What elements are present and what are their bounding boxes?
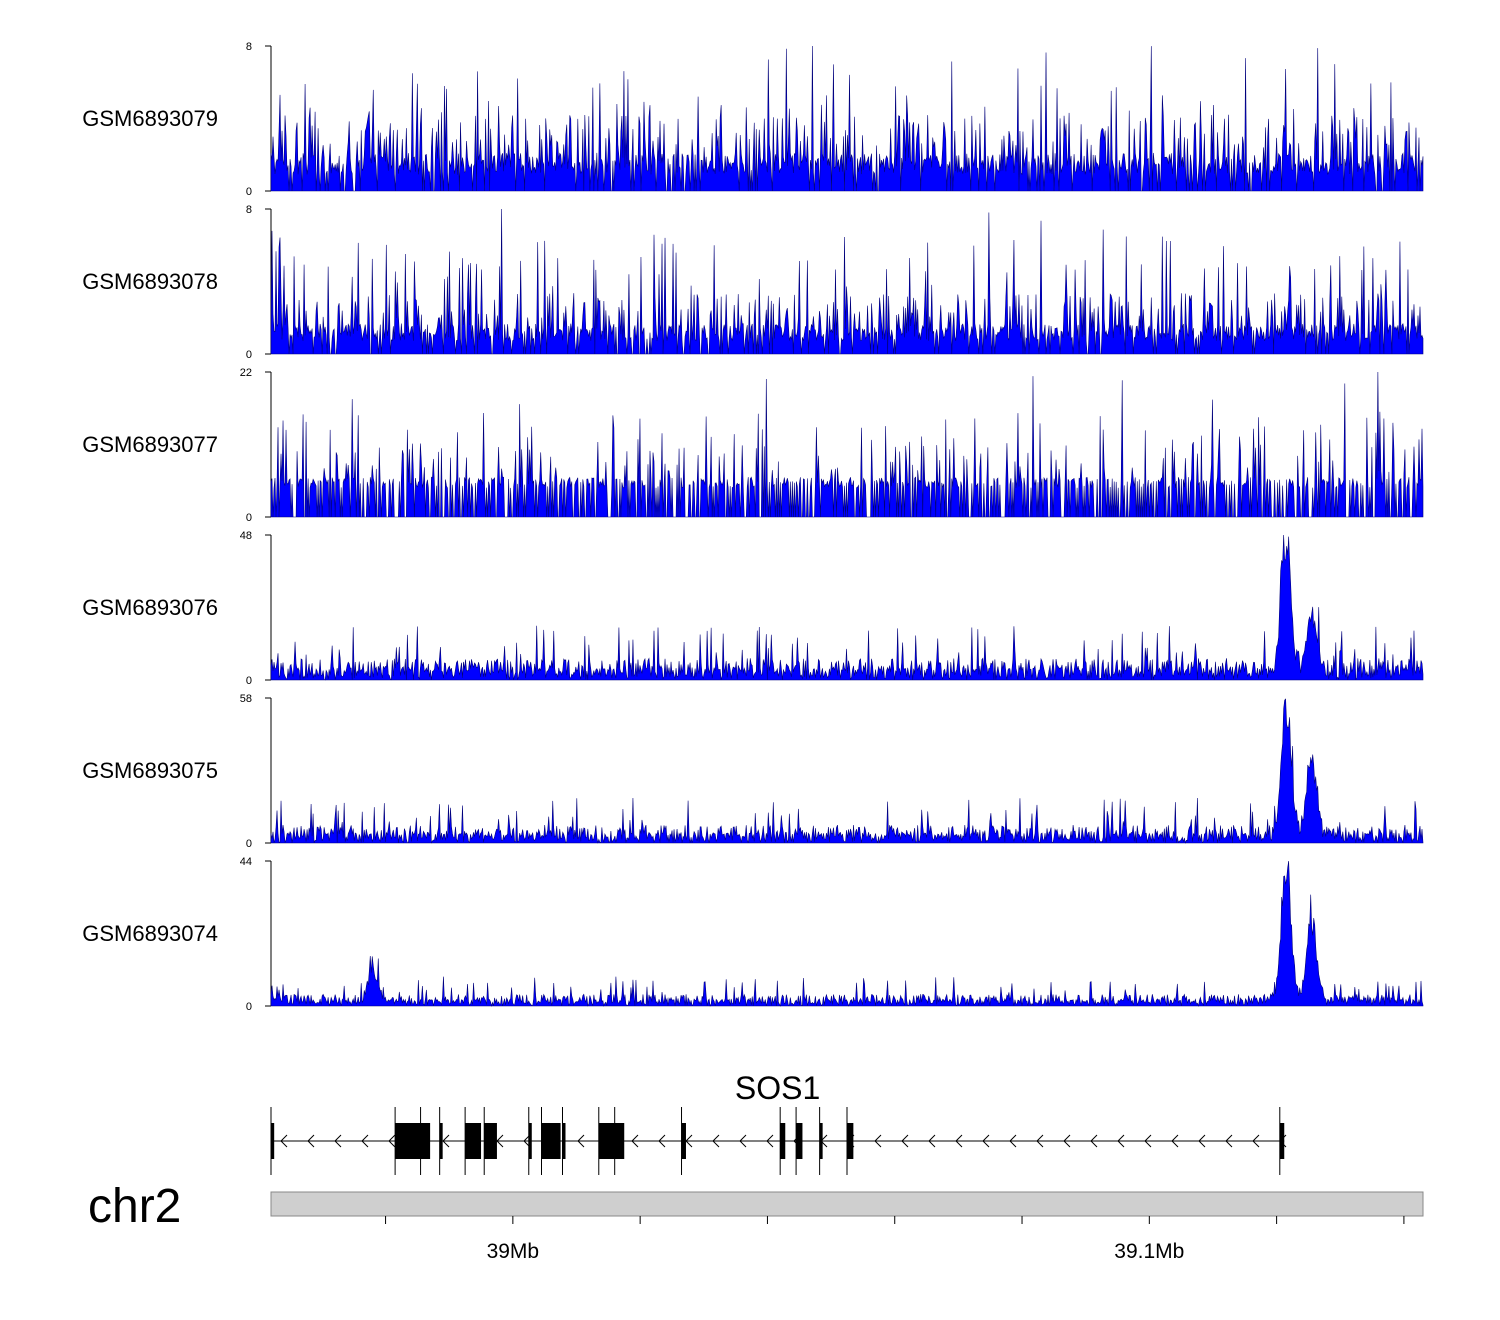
exon [484, 1123, 497, 1159]
chromosome-label: chr2 [88, 1180, 181, 1233]
strand-arrow [631, 1134, 639, 1148]
exon [465, 1123, 482, 1159]
y-tick-label-min: 0 [246, 675, 252, 687]
exon [439, 1123, 443, 1159]
strand-arrow [658, 1134, 666, 1148]
exon [395, 1123, 424, 1159]
exon [598, 1123, 615, 1159]
strand-arrow [874, 1134, 882, 1148]
track-gsm6893077: GSM6893077 22 0 [82, 367, 1424, 524]
strand-arrow [766, 1134, 774, 1148]
track-label: GSM6893079 [82, 106, 218, 131]
strand-arrow [685, 1134, 693, 1148]
y-tick-label-max: 48 [240, 530, 252, 542]
strand-arrow [307, 1134, 315, 1148]
track-label: GSM6893077 [82, 432, 218, 457]
y-tick-label-min: 0 [246, 838, 252, 850]
coverage-area [270, 534, 1424, 681]
strand-arrow [1252, 1134, 1260, 1148]
strand-arrow [955, 1134, 963, 1148]
strand-arrow [496, 1134, 504, 1148]
track-gsm6893079: GSM6893079 8 0 [82, 41, 1424, 198]
track-gsm6893076: GSM6893076 48 0 [82, 530, 1424, 687]
strand-arrow [1063, 1134, 1071, 1148]
exon [681, 1123, 686, 1159]
y-tick-label-max: 8 [246, 41, 252, 53]
exon [780, 1123, 786, 1159]
y-tick-label-max: 44 [240, 856, 252, 868]
track-gsm6893074: GSM6893074 44 0 [82, 856, 1424, 1013]
strand-arrow [1009, 1134, 1017, 1148]
y-tick-label-min: 0 [246, 1001, 252, 1013]
exon [1279, 1123, 1285, 1159]
strand-arrow [928, 1134, 936, 1148]
strand-arrow [901, 1134, 909, 1148]
exon [420, 1123, 431, 1159]
strand-arrow [982, 1134, 990, 1148]
y-tick-label-min: 0 [246, 186, 252, 198]
chromosome-ideogram-bar [270, 1191, 1424, 1217]
strand-arrow [739, 1134, 747, 1148]
gene-name-label: SOS1 [735, 1070, 820, 1106]
coverage-area [270, 45, 1424, 192]
strand-arrow [523, 1134, 531, 1148]
strand-arrow [280, 1134, 288, 1148]
track-label: GSM6893076 [82, 595, 218, 620]
exon [562, 1123, 566, 1159]
strand-arrow [1171, 1134, 1179, 1148]
exon [847, 1123, 854, 1159]
genome-axis: chr2 39Mb 39.1Mb [88, 1180, 1424, 1263]
strand-arrow [577, 1134, 585, 1148]
gene-track: SOS1 [270, 1070, 1287, 1175]
axis-tick-label: 39Mb [487, 1240, 540, 1263]
y-tick-label-max: 22 [240, 367, 252, 379]
track-gsm6893075: GSM6893075 58 0 [82, 693, 1424, 850]
y-tick-label-max: 8 [246, 204, 252, 216]
track-gsm6893078: GSM6893078 8 0 [82, 204, 1424, 361]
exon [528, 1123, 532, 1159]
exon [796, 1123, 803, 1159]
track-label: GSM6893074 [82, 921, 218, 946]
strand-arrow [361, 1134, 369, 1148]
axis-tick-label: 39.1Mb [1114, 1240, 1184, 1263]
y-tick-label-max: 58 [240, 693, 252, 705]
exon [541, 1123, 561, 1159]
strand-arrow [334, 1134, 342, 1148]
y-tick-label-min: 0 [246, 512, 252, 524]
strand-arrow [1036, 1134, 1044, 1148]
strand-arrow [1144, 1134, 1152, 1148]
y-tick-label-min: 0 [246, 349, 252, 361]
coverage-area [270, 698, 1424, 844]
track-label: GSM6893075 [82, 758, 218, 783]
coverage-tracks: GSM689307980GSM689307880GSM6893077220GSM… [82, 41, 1424, 1013]
coverage-area [270, 371, 1424, 518]
coverage-area [270, 860, 1424, 1008]
exon [819, 1123, 823, 1159]
exon [614, 1123, 625, 1159]
coverage-area [270, 208, 1424, 355]
strand-arrow [388, 1134, 396, 1148]
strand-arrow [442, 1134, 450, 1148]
strand-arrow [1198, 1134, 1206, 1148]
strand-arrow [712, 1134, 720, 1148]
strand-arrow [1117, 1134, 1125, 1148]
strand-arrow [1225, 1134, 1233, 1148]
track-label: GSM6893078 [82, 269, 218, 294]
strand-arrow [1090, 1134, 1098, 1148]
exon [271, 1123, 275, 1159]
